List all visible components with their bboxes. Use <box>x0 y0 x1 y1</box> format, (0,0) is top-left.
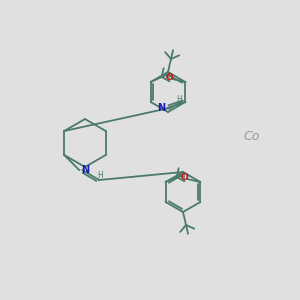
Text: N: N <box>157 103 165 113</box>
Text: O: O <box>181 173 188 182</box>
Text: H: H <box>97 170 103 179</box>
Text: Co: Co <box>244 130 260 143</box>
Text: O: O <box>166 74 173 82</box>
Text: N: N <box>81 165 89 175</box>
Text: H: H <box>179 173 185 182</box>
Text: H: H <box>164 74 170 82</box>
Text: H: H <box>176 94 182 103</box>
